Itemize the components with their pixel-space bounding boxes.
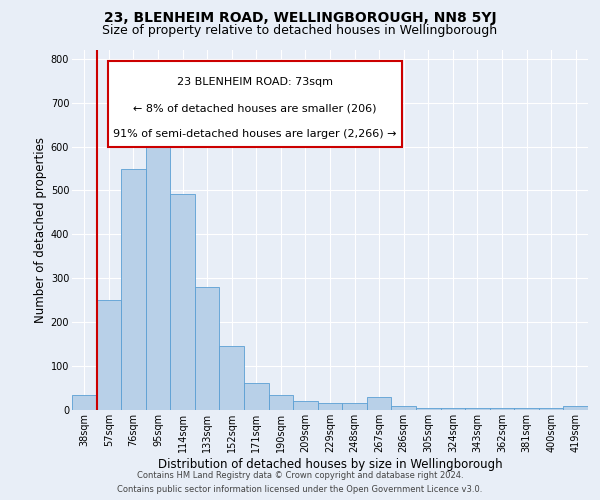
Bar xyxy=(514,408,539,410)
Text: Contains public sector information licensed under the Open Government Licence v3: Contains public sector information licen… xyxy=(118,484,482,494)
Bar xyxy=(72,394,97,410)
Text: Size of property relative to detached houses in Wellingborough: Size of property relative to detached ho… xyxy=(103,24,497,37)
Bar xyxy=(97,300,121,410)
Text: ← 8% of detached houses are smaller (206): ← 8% of detached houses are smaller (206… xyxy=(133,104,377,114)
Bar xyxy=(293,401,318,410)
Bar xyxy=(170,194,195,410)
Bar xyxy=(391,406,416,410)
Bar xyxy=(195,287,220,410)
FancyBboxPatch shape xyxy=(108,61,402,147)
Bar xyxy=(563,406,588,410)
Bar xyxy=(416,408,440,410)
Text: Contains HM Land Registry data © Crown copyright and database right 2024.: Contains HM Land Registry data © Crown c… xyxy=(137,472,463,480)
Bar xyxy=(539,408,563,410)
Bar xyxy=(342,404,367,410)
X-axis label: Distribution of detached houses by size in Wellingborough: Distribution of detached houses by size … xyxy=(158,458,502,470)
Bar xyxy=(220,346,244,410)
Text: 23 BLENHEIM ROAD: 73sqm: 23 BLENHEIM ROAD: 73sqm xyxy=(177,78,333,88)
Text: 91% of semi-detached houses are larger (2,266) →: 91% of semi-detached houses are larger (… xyxy=(113,129,397,139)
Y-axis label: Number of detached properties: Number of detached properties xyxy=(34,137,47,323)
Bar xyxy=(465,408,490,410)
Bar xyxy=(367,397,391,410)
Bar xyxy=(269,394,293,410)
Text: 23, BLENHEIM ROAD, WELLINGBOROUGH, NN8 5YJ: 23, BLENHEIM ROAD, WELLINGBOROUGH, NN8 5… xyxy=(104,11,496,25)
Bar xyxy=(244,383,269,410)
Bar xyxy=(318,404,342,410)
Bar xyxy=(490,408,514,410)
Bar xyxy=(121,170,146,410)
Bar xyxy=(146,144,170,410)
Bar xyxy=(440,408,465,410)
